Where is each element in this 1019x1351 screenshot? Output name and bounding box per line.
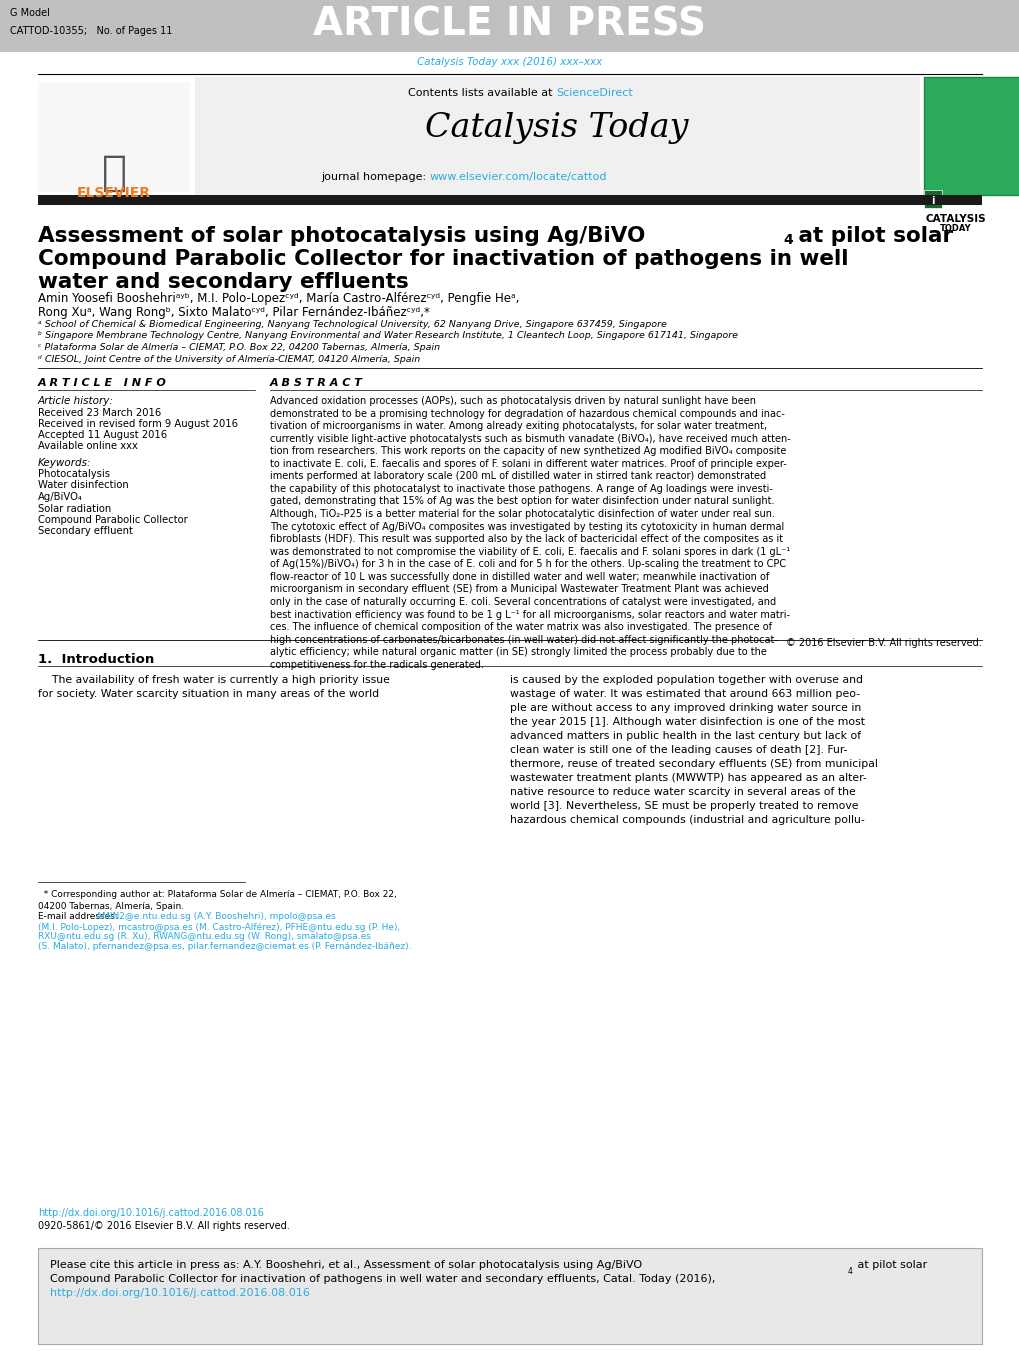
Text: at pilot solar: at pilot solar <box>790 226 952 246</box>
Text: 1.  Introduction: 1. Introduction <box>38 653 154 666</box>
Bar <box>923 190 942 208</box>
Bar <box>923 77 1019 195</box>
Text: http://dx.doi.org/10.1016/j.cattod.2016.08.016: http://dx.doi.org/10.1016/j.cattod.2016.… <box>50 1288 310 1298</box>
Text: ᵈ CIESOL, Joint Centre of the University of Almería-CIEMAT, 04120 Almería, Spain: ᵈ CIESOL, Joint Centre of the University… <box>38 354 420 363</box>
Bar <box>195 77 919 195</box>
Text: Article history:: Article history: <box>38 396 114 407</box>
Bar <box>38 1248 981 1344</box>
Text: ARTICLE IN PRESS: ARTICLE IN PRESS <box>313 5 706 43</box>
Text: ᵇ Singapore Membrane Technology Centre, Nanyang Environmental and Water Research: ᵇ Singapore Membrane Technology Centre, … <box>38 331 738 340</box>
Text: Keywords:: Keywords: <box>38 458 92 467</box>
Text: Water disinfection: Water disinfection <box>38 481 128 490</box>
Text: Accepted 11 August 2016: Accepted 11 August 2016 <box>38 430 167 440</box>
Text: A B S T R A C T: A B S T R A C T <box>270 378 363 388</box>
Text: Please cite this article in press as: A.Y. Booshehri, et al., Assessment of sola: Please cite this article in press as: A.… <box>50 1260 642 1270</box>
Text: Compound Parabolic Collector: Compound Parabolic Collector <box>38 515 187 526</box>
Text: Compound Parabolic Collector for inactivation of pathogens in well: Compound Parabolic Collector for inactiv… <box>38 249 848 269</box>
Text: (S. Malato), pfernandez@psa.es, pilar.fernandez@ciemat.es (P. Fernández-Ibáñez).: (S. Malato), pfernandez@psa.es, pilar.fe… <box>38 942 411 951</box>
Bar <box>38 82 190 192</box>
Text: Solar radiation: Solar radiation <box>38 504 111 513</box>
Text: TODAY: TODAY <box>940 224 971 232</box>
Text: Assessment of solar photocatalysis using Ag/BiVO: Assessment of solar photocatalysis using… <box>38 226 645 246</box>
Text: journal homepage:: journal homepage: <box>321 172 430 182</box>
Text: Amin Yoosefi Booshehriᵃʸᵇ, M.I. Polo-Lopezᶜʸᵈ, María Castro-Alférezᶜʸᵈ, Pengfie : Amin Yoosefi Booshehriᵃʸᵇ, M.I. Polo-Lop… <box>38 292 519 305</box>
Text: Contents lists available at: Contents lists available at <box>408 88 555 99</box>
Text: ScienceDirect: ScienceDirect <box>555 88 632 99</box>
Text: © 2016 Elsevier B.V. All rights reserved.: © 2016 Elsevier B.V. All rights reserved… <box>786 638 981 648</box>
Text: www.elsevier.com/locate/cattod: www.elsevier.com/locate/cattod <box>430 172 607 182</box>
Text: Secondary effluent: Secondary effluent <box>38 527 132 536</box>
Text: CATALYSIS: CATALYSIS <box>925 213 985 224</box>
Text: CATTOD-10355;   No. of Pages 11: CATTOD-10355; No. of Pages 11 <box>10 26 172 36</box>
Text: Received 23 March 2016: Received 23 March 2016 <box>38 408 161 417</box>
Text: is caused by the exploded population together with overuse and
wastage of water.: is caused by the exploded population tog… <box>510 676 877 825</box>
Text: at pilot solar: at pilot solar <box>853 1260 926 1270</box>
Text: E-mail addresses:: E-mail addresses: <box>38 912 120 921</box>
Text: 4: 4 <box>847 1267 852 1275</box>
Text: AMIN2@e.ntu.edu.sg (A.Y. Booshehri), mpolo@psa.es: AMIN2@e.ntu.edu.sg (A.Y. Booshehri), mpo… <box>96 912 335 921</box>
Text: Ag/BiVO₄: Ag/BiVO₄ <box>38 492 83 503</box>
Text: Compound Parabolic Collector for inactivation of pathogens in well water and sec: Compound Parabolic Collector for inactiv… <box>50 1274 714 1283</box>
Text: http://dx.doi.org/10.1016/j.cattod.2016.08.016: http://dx.doi.org/10.1016/j.cattod.2016.… <box>38 1208 264 1219</box>
Bar <box>0 0 1019 51</box>
Text: 4: 4 <box>783 232 792 247</box>
Text: Rong Xuᵃ, Wang Rongᵇ, Sixto Malatoᶜʸᵈ, Pilar Fernández-Ibáñezᶜʸᵈ,*: Rong Xuᵃ, Wang Rongᵇ, Sixto Malatoᶜʸᵈ, P… <box>38 305 429 319</box>
Text: Advanced oxidation processes (AOPs), such as photocatalysis driven by natural su: Advanced oxidation processes (AOPs), suc… <box>270 396 790 670</box>
Text: A R T I C L E   I N F O: A R T I C L E I N F O <box>38 378 167 388</box>
Text: RXU@ntu.edu.sg (R. Xu), RWANG@ntu.edu.sg (W. Rong), smalato@psa.es: RXU@ntu.edu.sg (R. Xu), RWANG@ntu.edu.sg… <box>38 932 371 942</box>
Text: G Model: G Model <box>10 8 50 18</box>
Text: Photocatalysis: Photocatalysis <box>38 469 110 480</box>
Text: water and secondary effluents: water and secondary effluents <box>38 272 409 292</box>
Text: ELSEVIER: ELSEVIER <box>76 186 151 200</box>
Text: Catalysis Today: Catalysis Today <box>425 112 688 145</box>
Text: 0920-5861/© 2016 Elsevier B.V. All rights reserved.: 0920-5861/© 2016 Elsevier B.V. All right… <box>38 1221 289 1231</box>
Text: Catalysis Today xxx (2016) xxx–xxx: Catalysis Today xxx (2016) xxx–xxx <box>417 57 602 68</box>
Text: 🌳: 🌳 <box>102 153 126 195</box>
Text: * Corresponding author at: Plataforma Solar de Almería – CIEMAT, P.O. Box 22,
04: * Corresponding author at: Plataforma So… <box>38 890 396 911</box>
Bar <box>38 195 981 205</box>
Text: Received in revised form 9 August 2016: Received in revised form 9 August 2016 <box>38 419 237 430</box>
Text: Available online xxx: Available online xxx <box>38 440 138 451</box>
Text: ᵃ School of Chemical & Biomedical Engineering, Nanyang Technological University,: ᵃ School of Chemical & Biomedical Engine… <box>38 320 666 330</box>
Text: (M.I. Polo-Lopez), mcastro@psa.es (M. Castro-Alférez), PFHE@ntu.edu.sg (P. He),: (M.I. Polo-Lopez), mcastro@psa.es (M. Ca… <box>38 921 399 931</box>
Text: The availability of fresh water is currently a high priority issue
for society. : The availability of fresh water is curre… <box>38 676 389 698</box>
Text: i: i <box>930 196 933 205</box>
Text: ᶜ Plataforma Solar de Almería – CIEMAT, P.O. Box 22, 04200 Tabernas, Almería, Sp: ᶜ Plataforma Solar de Almería – CIEMAT, … <box>38 343 439 353</box>
